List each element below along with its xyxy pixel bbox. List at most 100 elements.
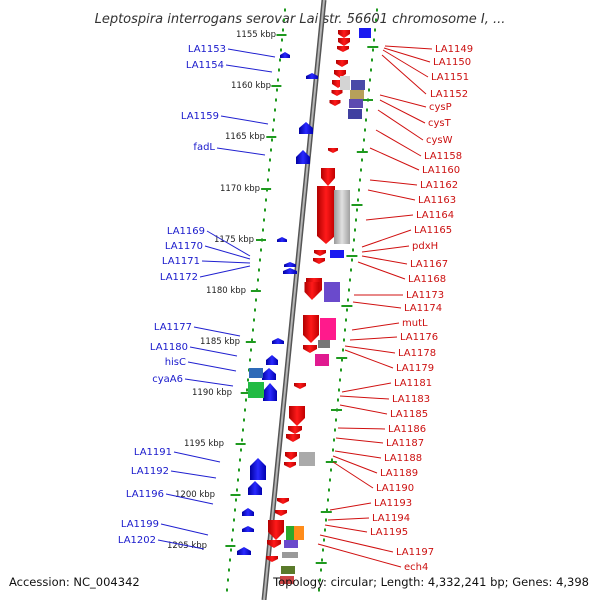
map-title: Leptospira interrogans serovar Lai str. … bbox=[95, 12, 506, 27]
gene-label[interactable]: LA1188 bbox=[384, 453, 422, 464]
ruler-dot bbox=[339, 378, 341, 382]
gene-label[interactable]: LA1172 bbox=[160, 272, 198, 283]
gene-label[interactable]: LA1196 bbox=[126, 489, 164, 500]
gene-domain bbox=[350, 90, 364, 99]
gene-label[interactable]: LA1187 bbox=[386, 438, 424, 449]
gene-domain bbox=[299, 452, 315, 466]
forward-gene bbox=[242, 508, 254, 516]
gene-label[interactable]: LA1171 bbox=[162, 256, 200, 267]
connector-line bbox=[375, 129, 422, 157]
gene-label[interactable]: LA1153 bbox=[188, 44, 226, 55]
ruler-dot bbox=[280, 48, 282, 52]
gene-label[interactable]: LA1151 bbox=[431, 72, 469, 83]
gene-label[interactable]: LA1168 bbox=[408, 274, 446, 285]
ruler-dot bbox=[272, 128, 274, 132]
gene-label[interactable]: LA1202 bbox=[118, 535, 156, 546]
gene-label[interactable]: LA1164 bbox=[416, 210, 454, 221]
gene-label[interactable]: LA1190 bbox=[376, 483, 414, 494]
ruler-dot bbox=[282, 28, 284, 32]
gene-label[interactable]: LA1185 bbox=[390, 409, 428, 420]
gene-label[interactable]: fadL bbox=[193, 142, 215, 153]
gene-domain bbox=[315, 354, 329, 366]
gene-label[interactable]: LA1165 bbox=[414, 225, 452, 236]
gene-label[interactable]: LA1177 bbox=[154, 322, 192, 333]
gene-label[interactable]: LA1158 bbox=[424, 151, 462, 162]
ruler-dot bbox=[365, 118, 367, 122]
connector-line bbox=[199, 265, 251, 278]
connector-line bbox=[361, 255, 408, 265]
ruler-dot bbox=[241, 438, 243, 442]
gene-label[interactable]: pdxH bbox=[412, 241, 438, 252]
gene-label[interactable]: cysP bbox=[429, 102, 452, 113]
gene-label[interactable]: LA1195 bbox=[370, 527, 408, 538]
connector-line bbox=[335, 437, 384, 444]
reverse-gene bbox=[338, 38, 350, 46]
ruler-dot bbox=[245, 398, 247, 402]
gene-label[interactable]: LA1191 bbox=[134, 447, 172, 458]
forward-gene bbox=[296, 150, 310, 164]
gene-label[interactable]: LA1149 bbox=[435, 44, 473, 55]
ruler-dot bbox=[226, 588, 228, 592]
gene-label[interactable]: LA1197 bbox=[396, 547, 434, 558]
gene-label[interactable]: LA1176 bbox=[400, 332, 438, 343]
ruler-dot bbox=[323, 538, 325, 542]
ruler-dot bbox=[249, 358, 251, 362]
gene-label[interactable]: LA1192 bbox=[131, 466, 169, 477]
ruler-dot bbox=[278, 68, 280, 72]
gene-label[interactable]: LA1170 bbox=[165, 241, 203, 252]
gene-label[interactable]: LA1174 bbox=[404, 303, 442, 314]
gene-label[interactable]: hisC bbox=[165, 357, 186, 368]
connector-line bbox=[381, 54, 427, 95]
gene-label[interactable]: LA1152 bbox=[430, 89, 468, 100]
ruler-dot bbox=[358, 188, 360, 192]
gene-label[interactable]: LA1154 bbox=[186, 60, 224, 71]
gene-label[interactable]: LA1169 bbox=[167, 226, 205, 237]
gene-label[interactable]: LA1150 bbox=[433, 57, 471, 68]
reverse-gene bbox=[267, 540, 281, 548]
connector-line bbox=[369, 179, 418, 186]
ruler-dot bbox=[269, 158, 271, 162]
gene-domain bbox=[349, 99, 363, 108]
gene-label[interactable]: LA1178 bbox=[398, 348, 436, 359]
gene-label[interactable]: LA1189 bbox=[380, 468, 418, 479]
ruler-dot bbox=[247, 378, 249, 382]
kbp-label: 1155 kbp bbox=[236, 30, 276, 40]
ruler-dot bbox=[368, 88, 370, 92]
gene-label[interactable]: LA1179 bbox=[396, 363, 434, 374]
gene-label[interactable]: LA1173 bbox=[406, 290, 444, 301]
gene-label[interactable]: LA1180 bbox=[150, 342, 188, 353]
connector-line bbox=[327, 517, 370, 521]
ruler-dot bbox=[349, 278, 351, 282]
gene-label[interactable]: LA1181 bbox=[394, 378, 432, 389]
gene-label[interactable]: LA1194 bbox=[372, 513, 410, 524]
reverse-gene bbox=[275, 510, 287, 516]
gene-label[interactable]: LA1163 bbox=[418, 195, 456, 206]
reverse-gene bbox=[314, 250, 326, 256]
ruler-dot bbox=[236, 488, 238, 492]
gene-label[interactable]: LA1167 bbox=[410, 259, 448, 270]
gene-label[interactable]: LA1183 bbox=[392, 394, 430, 405]
ruler-dot bbox=[366, 108, 368, 112]
connector-line bbox=[329, 502, 372, 511]
gene-label[interactable]: ech4 bbox=[404, 562, 428, 573]
gene-label[interactable]: cyaA6 bbox=[152, 374, 183, 385]
gene-label[interactable]: LA1162 bbox=[420, 180, 458, 191]
gene-label[interactable]: LA1193 bbox=[374, 498, 412, 509]
connector-line bbox=[170, 470, 217, 479]
ruler-dot bbox=[370, 68, 372, 72]
chromosome-backbone-highlight bbox=[263, 0, 325, 600]
gene-label[interactable]: cysW bbox=[426, 135, 453, 146]
gene-label[interactable]: cysT bbox=[428, 118, 452, 129]
gene-label[interactable]: mutL bbox=[402, 318, 428, 329]
ruler-dot bbox=[283, 18, 285, 22]
ruler-dot bbox=[345, 318, 347, 322]
ruler-dot bbox=[258, 268, 260, 272]
gene-label[interactable]: LA1186 bbox=[388, 424, 426, 435]
connector-line bbox=[337, 427, 386, 430]
ruler-dot bbox=[320, 568, 322, 572]
gene-label[interactable]: LA1159 bbox=[181, 111, 219, 122]
gene-label[interactable]: LA1199 bbox=[121, 519, 159, 530]
gene-label[interactable]: LA1160 bbox=[422, 165, 460, 176]
ruler-dot bbox=[257, 278, 259, 282]
